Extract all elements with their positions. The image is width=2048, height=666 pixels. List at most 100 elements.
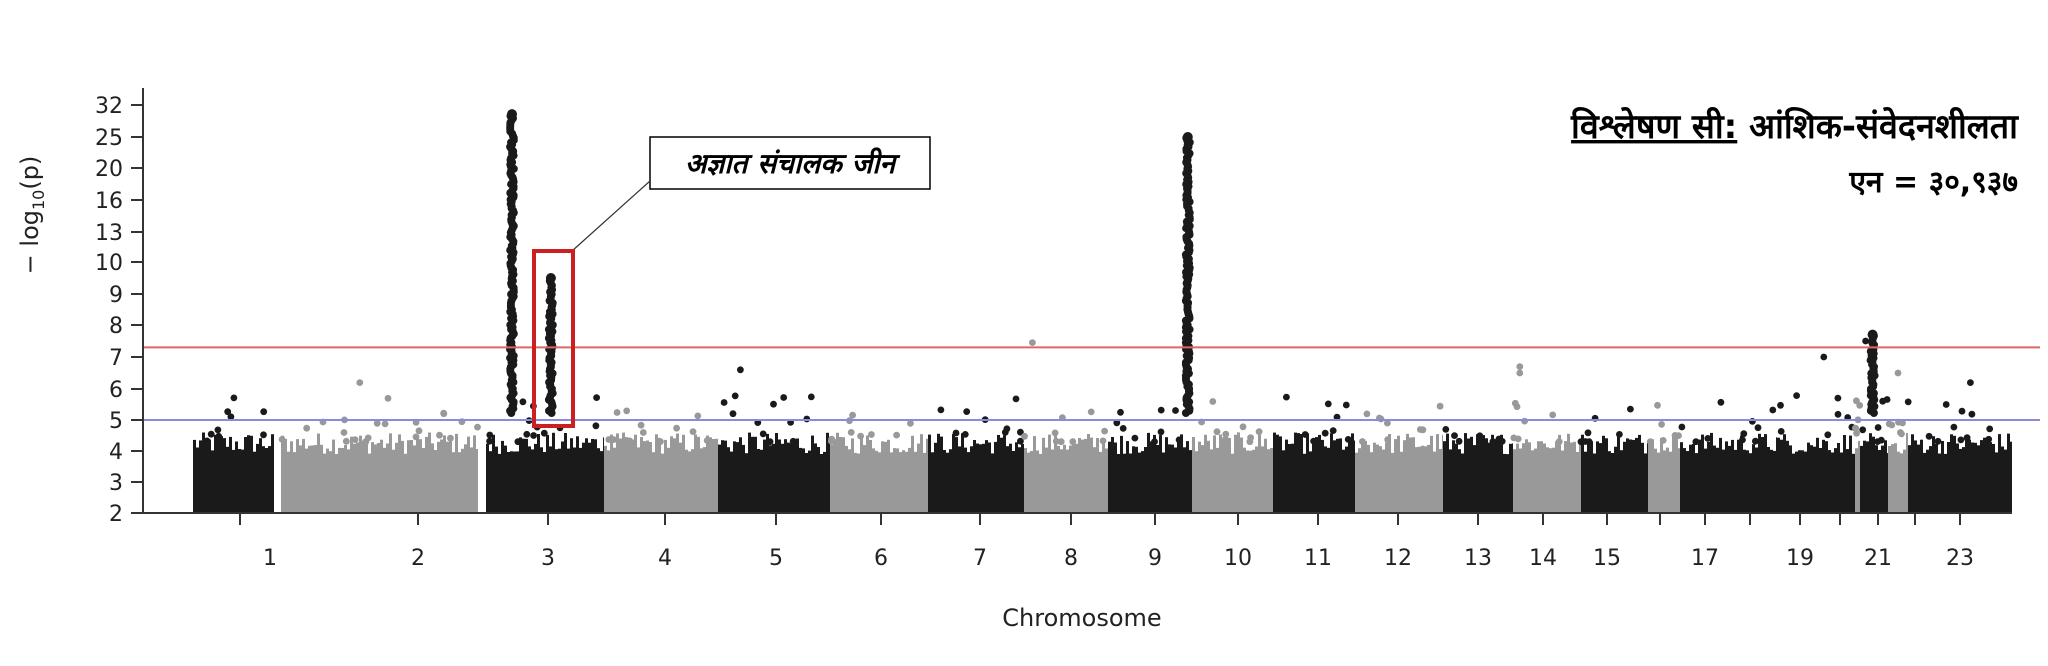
snp-point-band xyxy=(1198,441,1201,513)
snp-point-band xyxy=(1060,449,1063,513)
snp-point xyxy=(1451,432,1458,439)
snp-point-band xyxy=(1497,437,1500,513)
snp-point xyxy=(1021,432,1028,440)
snp-point-band xyxy=(1801,450,1804,513)
chart-subtitle: एन = ३०,९३७ xyxy=(1848,165,2018,200)
snp-point xyxy=(963,408,971,415)
y-ticks: 2 3 4 5 6 7 8 9 10 13 16 20 25 32 xyxy=(95,94,143,527)
snp-point xyxy=(1498,437,1506,445)
snp-point xyxy=(703,437,711,444)
snp-point-band xyxy=(1713,445,1716,513)
snp-point-band xyxy=(970,446,973,513)
snp-point-band xyxy=(1195,451,1198,513)
snp-point xyxy=(1777,428,1785,435)
snp-point-band xyxy=(1941,441,1944,513)
snp-point-band xyxy=(872,448,875,513)
snp-point-band xyxy=(751,436,754,513)
snp-point-band xyxy=(784,439,787,513)
snp-point-band xyxy=(543,452,546,513)
snp-point-band xyxy=(1400,451,1403,513)
snp-point-band xyxy=(1433,451,1436,513)
snp-point xyxy=(1885,420,1893,428)
snp-point xyxy=(1384,436,1392,444)
snp-point xyxy=(1029,339,1036,346)
snp-point-band xyxy=(1467,438,1470,513)
snp-point-band xyxy=(1923,452,1926,513)
snp-point-band xyxy=(1998,434,2001,513)
snp-point-band xyxy=(772,443,775,513)
snp-point-band xyxy=(1980,440,1983,513)
snp-point xyxy=(1824,431,1832,439)
snp-point-band xyxy=(1165,437,1168,513)
snp-point xyxy=(1659,437,1667,444)
snp-point-band xyxy=(1201,445,1204,513)
snp-point-band xyxy=(1391,452,1394,513)
snp-point-band xyxy=(973,440,976,513)
snp-point-band xyxy=(1564,441,1567,513)
snp-point-band xyxy=(1476,434,1479,513)
snp-point-band xyxy=(1150,441,1153,513)
snp-point-band xyxy=(1087,434,1090,513)
snp-point-band xyxy=(955,437,958,513)
snp-point xyxy=(1157,428,1165,436)
snp-point-band xyxy=(1204,434,1207,513)
snp-point-band xyxy=(787,442,790,513)
snp-point-band xyxy=(555,449,558,513)
snp-point-band xyxy=(1584,451,1587,513)
snp-point-band xyxy=(1500,434,1503,513)
snp-point-band xyxy=(1351,433,1354,513)
snp-point xyxy=(1820,353,1828,361)
snp-point-band xyxy=(721,440,724,513)
snp-point xyxy=(1752,437,1759,445)
snp-point-band xyxy=(498,453,501,513)
x-tick-label: 21 xyxy=(1864,546,1892,571)
snp-point-band xyxy=(700,448,703,513)
snp-point-band xyxy=(1728,445,1731,513)
snp-point-band xyxy=(404,453,407,513)
snp-point xyxy=(1754,424,1762,432)
highlight-box xyxy=(532,249,575,428)
snp-point-band xyxy=(863,445,866,513)
snp-point-band xyxy=(489,451,492,513)
snp-point xyxy=(1419,426,1427,434)
snp-point-band xyxy=(1376,444,1379,513)
snp-point-band xyxy=(486,443,489,513)
snp-point-band xyxy=(1911,434,1914,513)
x-tick-label: 2 xyxy=(411,546,425,571)
snp-point xyxy=(214,426,222,434)
snp-point xyxy=(1246,438,1254,446)
snp-point-band xyxy=(1897,451,1900,513)
snp-point xyxy=(514,438,522,446)
snp-point-band xyxy=(1770,449,1773,513)
snp-point-band xyxy=(766,433,769,513)
snp-point xyxy=(1333,413,1341,421)
snp-point-band xyxy=(1903,449,1906,513)
snp-point-band xyxy=(558,448,561,513)
snp-point-band xyxy=(1443,441,1446,513)
snp-point-band xyxy=(564,433,567,513)
x-tick-label: 8 xyxy=(1064,546,1078,571)
snp-point-band xyxy=(1651,439,1654,513)
snp-point-band xyxy=(1255,446,1258,513)
snp-point xyxy=(1898,430,1905,438)
snp-point-band xyxy=(1231,453,1234,513)
snp-point-band xyxy=(1795,451,1798,513)
snp-point-band xyxy=(1494,439,1497,513)
snp-point-band xyxy=(748,432,751,513)
snp-point-band xyxy=(579,447,582,513)
snp-point xyxy=(1117,408,1124,416)
snp-point xyxy=(605,436,613,443)
snp-point-band xyxy=(1105,448,1108,513)
snp-point-band xyxy=(1641,442,1644,513)
snp-point xyxy=(1182,132,1193,142)
snp-point-band xyxy=(1822,439,1825,513)
snp-point xyxy=(278,436,286,443)
snp-point xyxy=(1584,429,1592,437)
snp-point-band xyxy=(561,441,564,513)
snp-point-band xyxy=(1701,434,1704,513)
snp-point-band xyxy=(1361,441,1364,513)
snp-point-band xyxy=(467,436,470,513)
snp-point xyxy=(260,431,267,439)
snp-point-band xyxy=(1644,453,1647,513)
snp-point-band xyxy=(905,451,908,513)
